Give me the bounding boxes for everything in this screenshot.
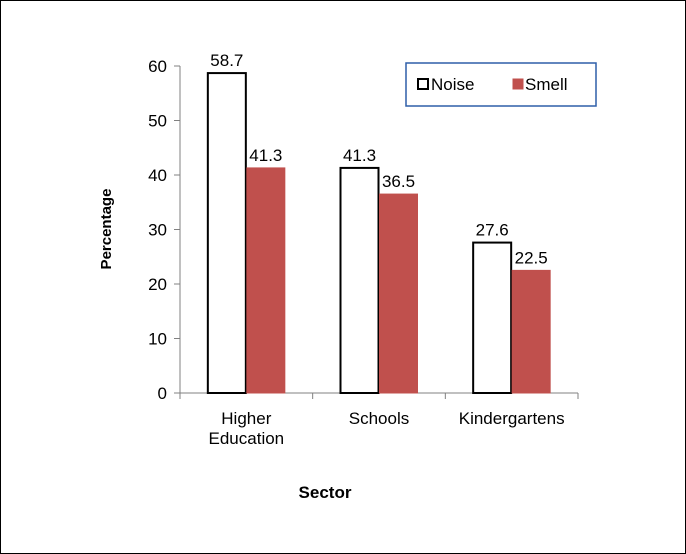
bar-value-label: 27.6 [476,221,509,240]
bar-value-label: 36.5 [382,172,415,191]
y-tick-label: 30 [148,221,167,240]
bar-value-label: 58.7 [210,51,243,70]
bar-smell [246,167,286,394]
y-tick-label: 40 [148,166,167,185]
legend-label-smell: Smell [525,75,568,94]
legend-label-noise: Noise [431,75,474,94]
legend-box [405,62,597,107]
bar-smell [379,193,418,394]
bar-value-label: 41.3 [343,146,376,165]
y-tick-label: 60 [148,57,167,76]
x-tick-label: Education [209,429,285,448]
bar-noise [206,72,247,395]
y-tick-label: 20 [148,275,167,294]
y-tick-label: 0 [158,384,167,403]
legend-swatch-smell [512,78,524,90]
y-axis-title: Percentage [98,189,115,270]
y-tick-label: 10 [148,330,167,349]
legend: Noise Smell [405,62,597,107]
legend-swatch-noise [417,78,429,90]
x-tick-label: Kindergartens [459,409,565,428]
x-tick-label: Higher [221,409,271,428]
bar-value-label: 41.3 [249,146,282,165]
y-tick-label: 50 [148,112,167,131]
x-axis-title: Sector [299,483,352,502]
bar-value-label: 22.5 [515,248,548,267]
bar-noise [472,241,513,394]
bar-smell [511,269,551,394]
x-tick-label: Schools [349,409,409,428]
bar-noise [339,166,380,394]
